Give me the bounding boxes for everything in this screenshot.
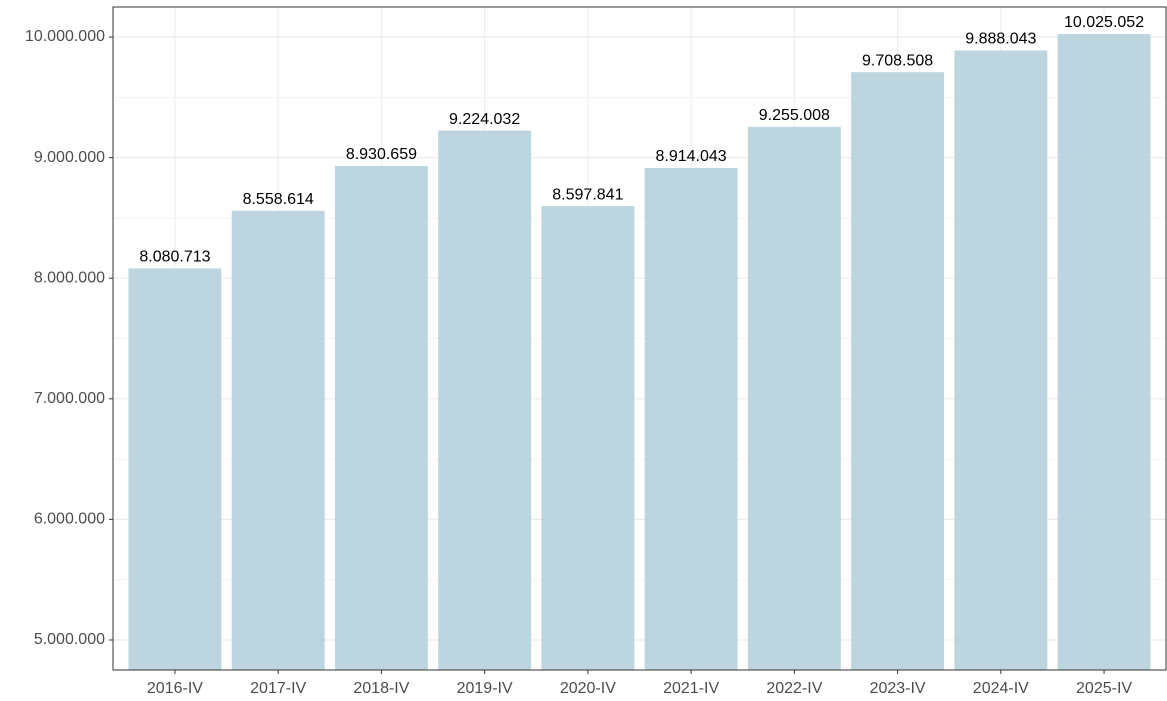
x-tick-label: 2017-IV	[250, 680, 306, 697]
x-tick-label: 2024-IV	[973, 680, 1029, 697]
x-tick-label: 2018-IV	[353, 680, 409, 697]
x-tick-label: 2023-IV	[870, 680, 926, 697]
x-tick-label: 2016-IV	[147, 680, 203, 697]
x-tick-label: 2025-IV	[1076, 680, 1132, 697]
y-tick-label: 6.000.000	[34, 511, 105, 528]
y-tick-label: 7.000.000	[34, 390, 105, 407]
value-label: 8.914.043	[656, 148, 727, 165]
bar	[334, 165, 428, 670]
value-label: 8.597.841	[552, 186, 623, 203]
value-label: 8.930.659	[346, 146, 417, 163]
y-tick-label: 9.000.000	[34, 149, 105, 166]
value-label: 8.080.713	[139, 249, 210, 266]
value-label: 9.708.508	[862, 52, 933, 69]
y-tick-label: 8.000.000	[34, 269, 105, 286]
panel-border	[112, 6, 1167, 671]
x-tick-label: 2021-IV	[663, 680, 719, 697]
y-tick-label: 5.000.000	[34, 631, 105, 648]
bar	[644, 167, 738, 670]
bar	[438, 130, 532, 671]
bar	[851, 72, 945, 670]
value-label: 8.558.614	[243, 191, 314, 208]
value-label: 9.224.032	[449, 111, 520, 128]
y-tick-label: 10.000.000	[25, 28, 105, 45]
bar	[1057, 34, 1151, 670]
bar	[128, 268, 222, 670]
value-label: 9.255.008	[759, 107, 830, 124]
bar	[747, 126, 841, 670]
value-label: 9.888.043	[965, 31, 1036, 48]
x-tick-label: 2020-IV	[560, 680, 616, 697]
bar	[231, 210, 325, 670]
x-tick-label: 2022-IV	[766, 680, 822, 697]
x-tick-label: 2019-IV	[457, 680, 513, 697]
bar	[541, 206, 635, 670]
value-label: 10.025.052	[1064, 14, 1144, 31]
bar	[954, 50, 1048, 671]
